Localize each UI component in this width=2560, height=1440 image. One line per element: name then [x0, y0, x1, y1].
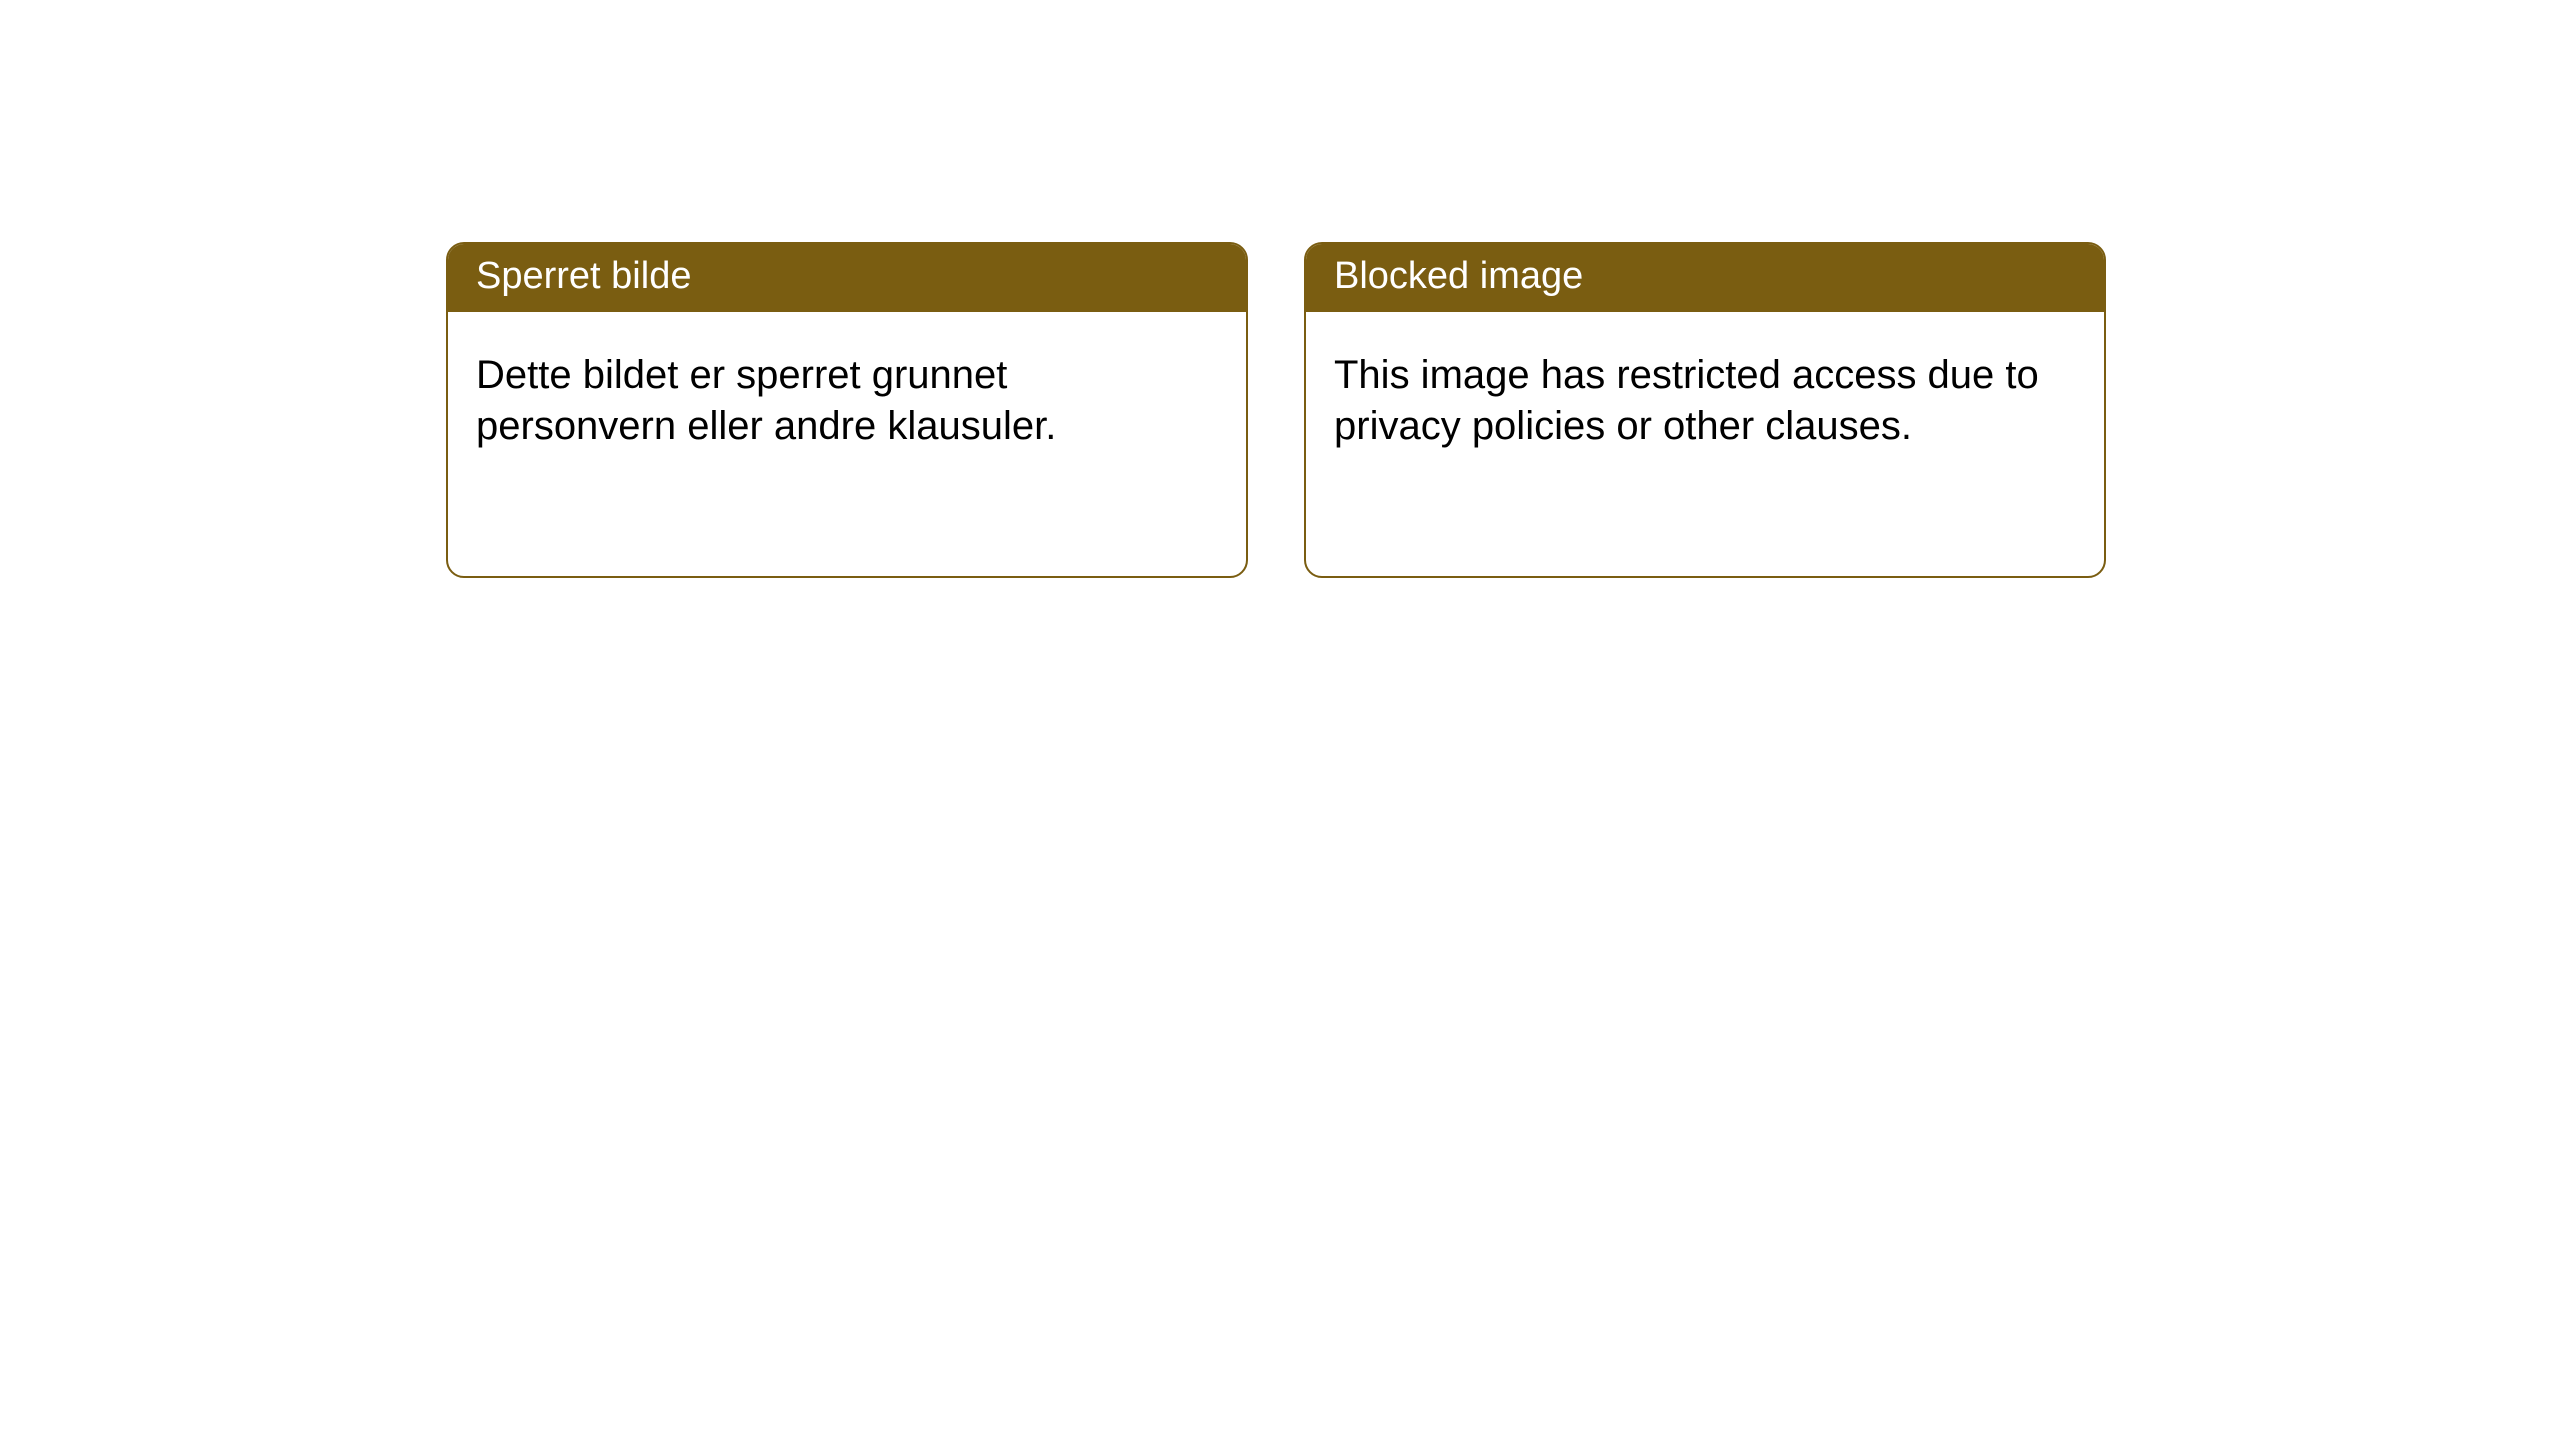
- notice-body-norwegian: Dette bildet er sperret grunnet personve…: [448, 312, 1246, 490]
- notice-card-english: Blocked image This image has restricted …: [1304, 242, 2106, 578]
- notice-body-english: This image has restricted access due to …: [1306, 312, 2104, 490]
- notice-card-norwegian: Sperret bilde Dette bildet er sperret gr…: [446, 242, 1248, 578]
- notice-container: Sperret bilde Dette bildet er sperret gr…: [0, 0, 2560, 578]
- notice-title-norwegian: Sperret bilde: [448, 244, 1246, 312]
- notice-title-english: Blocked image: [1306, 244, 2104, 312]
